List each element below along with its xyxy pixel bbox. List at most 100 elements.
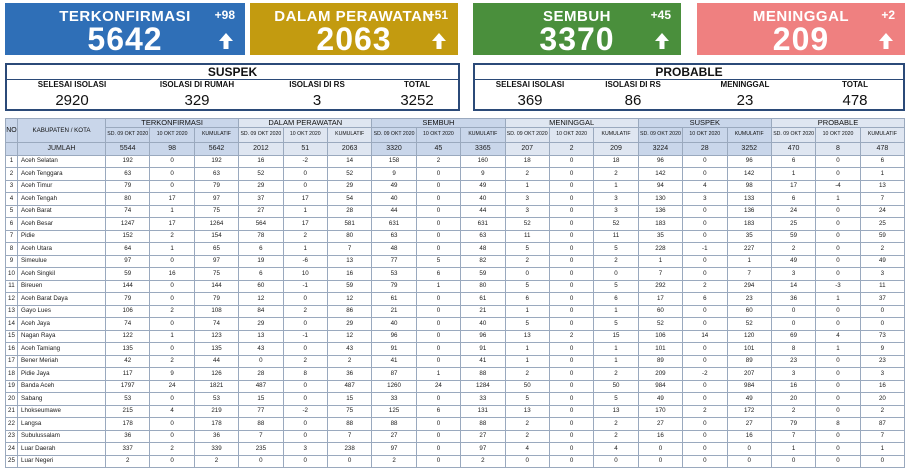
- value-cell: 19: [238, 254, 284, 268]
- value-cell: 0: [415, 317, 462, 331]
- value-cell: 2: [149, 442, 195, 456]
- value-cell: 142: [637, 167, 684, 181]
- kabupaten-table: NO KABUPATEN / KOTA TERKONFIRMASI DALAM …: [5, 118, 906, 468]
- arrow-up-icon: [219, 33, 233, 49]
- value-cell: 0: [415, 417, 462, 431]
- kabupaten-name-cell: Aceh Selatan: [17, 154, 106, 168]
- value-cell: 89: [637, 354, 684, 368]
- value-cell: 50: [593, 379, 639, 393]
- value-cell: 2: [282, 229, 328, 243]
- subheader-cell: 10 OKT 2020: [415, 127, 462, 143]
- value-cell: 3: [859, 267, 906, 281]
- row-number-cell: 1: [5, 154, 18, 168]
- value-cell: 0: [682, 417, 728, 431]
- value-cell: 209: [637, 367, 684, 381]
- value-cell: 88: [460, 417, 506, 431]
- subheader-cell: KUMULATIF: [326, 127, 373, 143]
- value-cell: 44: [460, 204, 506, 218]
- value-cell: 36: [104, 429, 151, 443]
- value-cell: 50: [504, 379, 550, 393]
- subheader-cell: SD. 09 OKT 2020: [238, 127, 284, 143]
- value-cell: 0: [815, 242, 861, 256]
- value-cell: 14: [326, 154, 373, 168]
- kabupaten-name-cell: Aceh Utara: [17, 242, 106, 256]
- value-cell: 0: [548, 167, 595, 181]
- table-row: 23 Subulussalam 36 0 36 7 0 7 27 0 27 2 0 2 16 0 16 7 0 7: [5, 429, 906, 443]
- value-cell: 0: [548, 429, 595, 443]
- value-cell: 84: [238, 304, 284, 318]
- summary-value: 3252: [400, 92, 434, 109]
- value-cell: 0: [859, 304, 906, 318]
- kabupaten-name-cell: Pidie Jaya: [17, 367, 106, 381]
- value-cell: 1: [815, 342, 861, 356]
- value-cell: 13: [593, 404, 639, 418]
- row-number-cell: 20: [5, 392, 18, 406]
- value-cell: 4: [504, 442, 550, 456]
- value-cell: 2: [593, 254, 639, 268]
- value-cell: 5: [504, 279, 550, 293]
- value-cell: 3: [859, 367, 906, 381]
- arrow-up-icon: [655, 33, 669, 49]
- value-cell: 0: [282, 392, 328, 406]
- value-cell: 2: [593, 367, 639, 381]
- value-cell: 96: [637, 154, 684, 168]
- value-cell: 0: [149, 429, 195, 443]
- value-cell: 7: [238, 429, 284, 443]
- subheader-cell: SD. 09 OKT 2020: [371, 127, 417, 143]
- value-cell: 126: [193, 367, 240, 381]
- probable-selesai-isolasi: SELESAI ISOLASI 369: [485, 80, 575, 109]
- value-cell: 1797: [104, 379, 151, 393]
- value-cell: 94: [637, 179, 684, 193]
- value-cell: 0: [682, 217, 728, 231]
- value-cell: 487: [326, 379, 373, 393]
- value-cell: 984: [726, 379, 772, 393]
- subheader-cell: KUMULATIF: [726, 127, 772, 143]
- value-cell: 74: [104, 317, 151, 331]
- value-cell: 91: [371, 342, 417, 356]
- value-cell: 0: [548, 192, 595, 206]
- value-cell: 0: [726, 442, 772, 456]
- value-cell: 1: [726, 254, 772, 268]
- value-cell: 2: [504, 167, 550, 181]
- value-cell: 49: [770, 254, 817, 268]
- value-cell: 0: [682, 304, 728, 318]
- totals-label: JUMLAH: [17, 142, 106, 156]
- value-cell: 0: [415, 192, 462, 206]
- value-cell: 0: [548, 404, 595, 418]
- value-cell: 207: [726, 367, 772, 381]
- value-cell: 1: [593, 179, 639, 193]
- value-cell: 0: [815, 317, 861, 331]
- card-value: 209: [772, 21, 830, 57]
- value-cell: 2: [770, 404, 817, 418]
- probable-title: PROBABLE: [475, 65, 903, 80]
- value-cell: 36: [770, 292, 817, 306]
- value-cell: 75: [326, 404, 373, 418]
- value-cell: 0: [682, 267, 728, 281]
- arrow-up-icon: [432, 33, 446, 49]
- group-terkonfirmasi: TERKONFIRMASI: [104, 118, 240, 128]
- value-cell: 60: [726, 304, 772, 318]
- value-cell: 29: [326, 179, 373, 193]
- value-cell: 4: [682, 179, 728, 193]
- subheader-cell: 10 OKT 2020: [815, 127, 861, 143]
- value-cell: 0: [815, 229, 861, 243]
- value-cell: 7: [637, 267, 684, 281]
- value-cell: 0: [637, 442, 684, 456]
- value-cell: 15: [326, 392, 373, 406]
- value-cell: 0: [548, 304, 595, 318]
- value-cell: 75: [193, 204, 240, 218]
- value-cell: 142: [726, 167, 772, 181]
- value-cell: 0: [282, 317, 328, 331]
- group-sembuh: SEMBUH: [371, 118, 506, 128]
- value-cell: 33: [371, 392, 417, 406]
- table-row: 10 Aceh Singkil 59 16 75 6 10 16 53 6 59 0 0 0 7 0 7 3 0 3: [5, 267, 906, 281]
- value-cell: 6: [415, 267, 462, 281]
- value-cell: 0: [415, 229, 462, 243]
- value-cell: 52: [326, 167, 373, 181]
- value-cell: 101: [637, 342, 684, 356]
- value-cell: 80: [104, 192, 151, 206]
- value-cell: 3: [504, 204, 550, 218]
- value-cell: 0: [149, 167, 195, 181]
- header-sub-row: SD. 09 OKT 2020 10 OKT 2020 KUMULATIF SD. 0…: [6, 127, 906, 143]
- value-cell: 88: [460, 367, 506, 381]
